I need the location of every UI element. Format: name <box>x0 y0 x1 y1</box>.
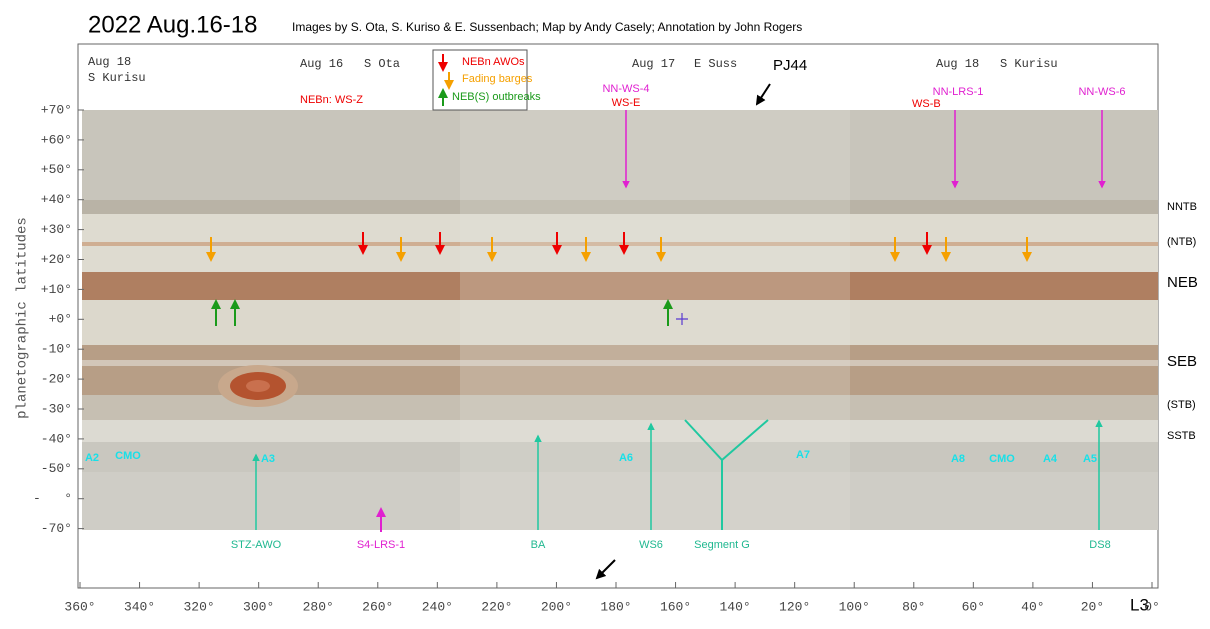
session-observer: S Ota <box>364 57 400 71</box>
y-tick-label: +40° <box>41 192 72 207</box>
credits: Images by S. Ota, S. Kuriso & E. Sussenb… <box>292 20 802 34</box>
x-tick-label: 240° <box>422 599 453 614</box>
feature-label: S4-LRS-1 <box>357 539 405 551</box>
x-tick-label: 80° <box>902 599 925 614</box>
x-tick-label: 0° <box>1144 599 1160 614</box>
feature-label: STZ-AWO <box>231 539 282 551</box>
feature-label: NEBn: WS-Z <box>300 94 363 106</box>
x-tick-label: 40° <box>1021 599 1044 614</box>
x-tick-label: 20° <box>1081 599 1104 614</box>
feature-label: WS-B <box>912 98 941 110</box>
feature-label: Segment G <box>694 539 750 551</box>
y-tick-label: +30° <box>41 222 72 237</box>
belt-label: (NTB) <box>1167 236 1196 248</box>
belt-label: NNTB <box>1167 201 1197 213</box>
arrow <box>757 84 770 104</box>
x-tick-label: 360° <box>64 599 95 614</box>
feature-label: A3 <box>261 453 275 465</box>
belt-label: (STB) <box>1167 399 1196 411</box>
map-image <box>82 110 1158 530</box>
map-figure: 2022 Aug.16-18 Images by S. Ota, S. Kuri… <box>0 0 1210 624</box>
feature-label: DS8 <box>1089 539 1110 551</box>
y-tick-label: +50° <box>41 162 72 177</box>
x-tick-label: 180° <box>600 599 631 614</box>
x-tick-label: 260° <box>362 599 393 614</box>
x-tick-label: 220° <box>481 599 512 614</box>
x-tick-label: 100° <box>839 599 870 614</box>
belt-label: SEB <box>1167 353 1197 370</box>
y-tick-label: - ° <box>33 491 72 506</box>
feature-label: A2 <box>85 452 99 464</box>
legend-label: NEBn AWOs <box>462 56 525 68</box>
belt-label: SSTB <box>1167 430 1196 442</box>
session-observer: S Kurisu <box>1000 57 1058 71</box>
feature-label: A4 <box>1043 453 1058 465</box>
session-observer: S Kurisu <box>88 71 146 85</box>
y-axis-title: planetographic latitudes <box>15 217 31 419</box>
legend-label: NEB(S) outbreaks <box>452 91 541 103</box>
arrow <box>597 560 615 578</box>
feature-label: CMO <box>989 453 1015 465</box>
title: 2022 Aug.16-18 <box>88 11 258 38</box>
y-tick-label: -70° <box>41 521 72 536</box>
belt-label: NEB <box>1167 274 1198 291</box>
y-tick-label: +20° <box>41 252 72 267</box>
feature-label: WS6 <box>639 539 663 551</box>
x-tick-label: 160° <box>660 599 691 614</box>
session-date: Aug 16 <box>300 57 343 71</box>
y-tick-label: +60° <box>41 132 72 147</box>
y-tick-label: +0° <box>49 312 72 327</box>
pj-label: PJ44 <box>773 57 807 74</box>
session-observer: E Suss <box>694 57 737 71</box>
x-tick-label: 140° <box>720 599 751 614</box>
feature-label: NN-WS-6 <box>1078 86 1125 98</box>
y-tick-label: -40° <box>41 431 72 446</box>
feature-label: NN-WS-4 <box>602 83 649 95</box>
feature-label: BA <box>531 539 546 551</box>
session-date: Aug 18 <box>936 57 979 71</box>
feature-label: A5 <box>1083 453 1097 465</box>
y-tick-label: +70° <box>41 102 72 117</box>
y-tick-label: -20° <box>41 372 72 387</box>
x-tick-label: 280° <box>303 599 334 614</box>
x-tick-label: 300° <box>243 599 274 614</box>
legend-label: Fading barges <box>462 73 533 85</box>
y-tick-label: -50° <box>41 461 72 476</box>
feature-label: CMO <box>115 450 141 462</box>
x-tick-label: 340° <box>124 599 155 614</box>
session-date: Aug 18 <box>88 55 131 69</box>
feature-label: A8 <box>951 453 965 465</box>
feature-label: A6 <box>619 452 633 464</box>
x-tick-label: 320° <box>184 599 215 614</box>
x-tick-label: 200° <box>541 599 572 614</box>
y-tick-label: -10° <box>41 342 72 357</box>
legend: NEBn AWOs Fading barges NEB(S) outbreaks <box>433 50 541 110</box>
y-tick-label: +10° <box>41 282 72 297</box>
y-tick-label: -30° <box>41 401 72 416</box>
x-tick-label: 120° <box>779 599 810 614</box>
feature-label: NN-LRS-1 <box>933 86 984 98</box>
feature-label: WS-E <box>612 97 641 109</box>
session-date: Aug 17 <box>632 57 675 71</box>
x-tick-label: 60° <box>962 599 985 614</box>
feature-label: A7 <box>796 449 810 461</box>
